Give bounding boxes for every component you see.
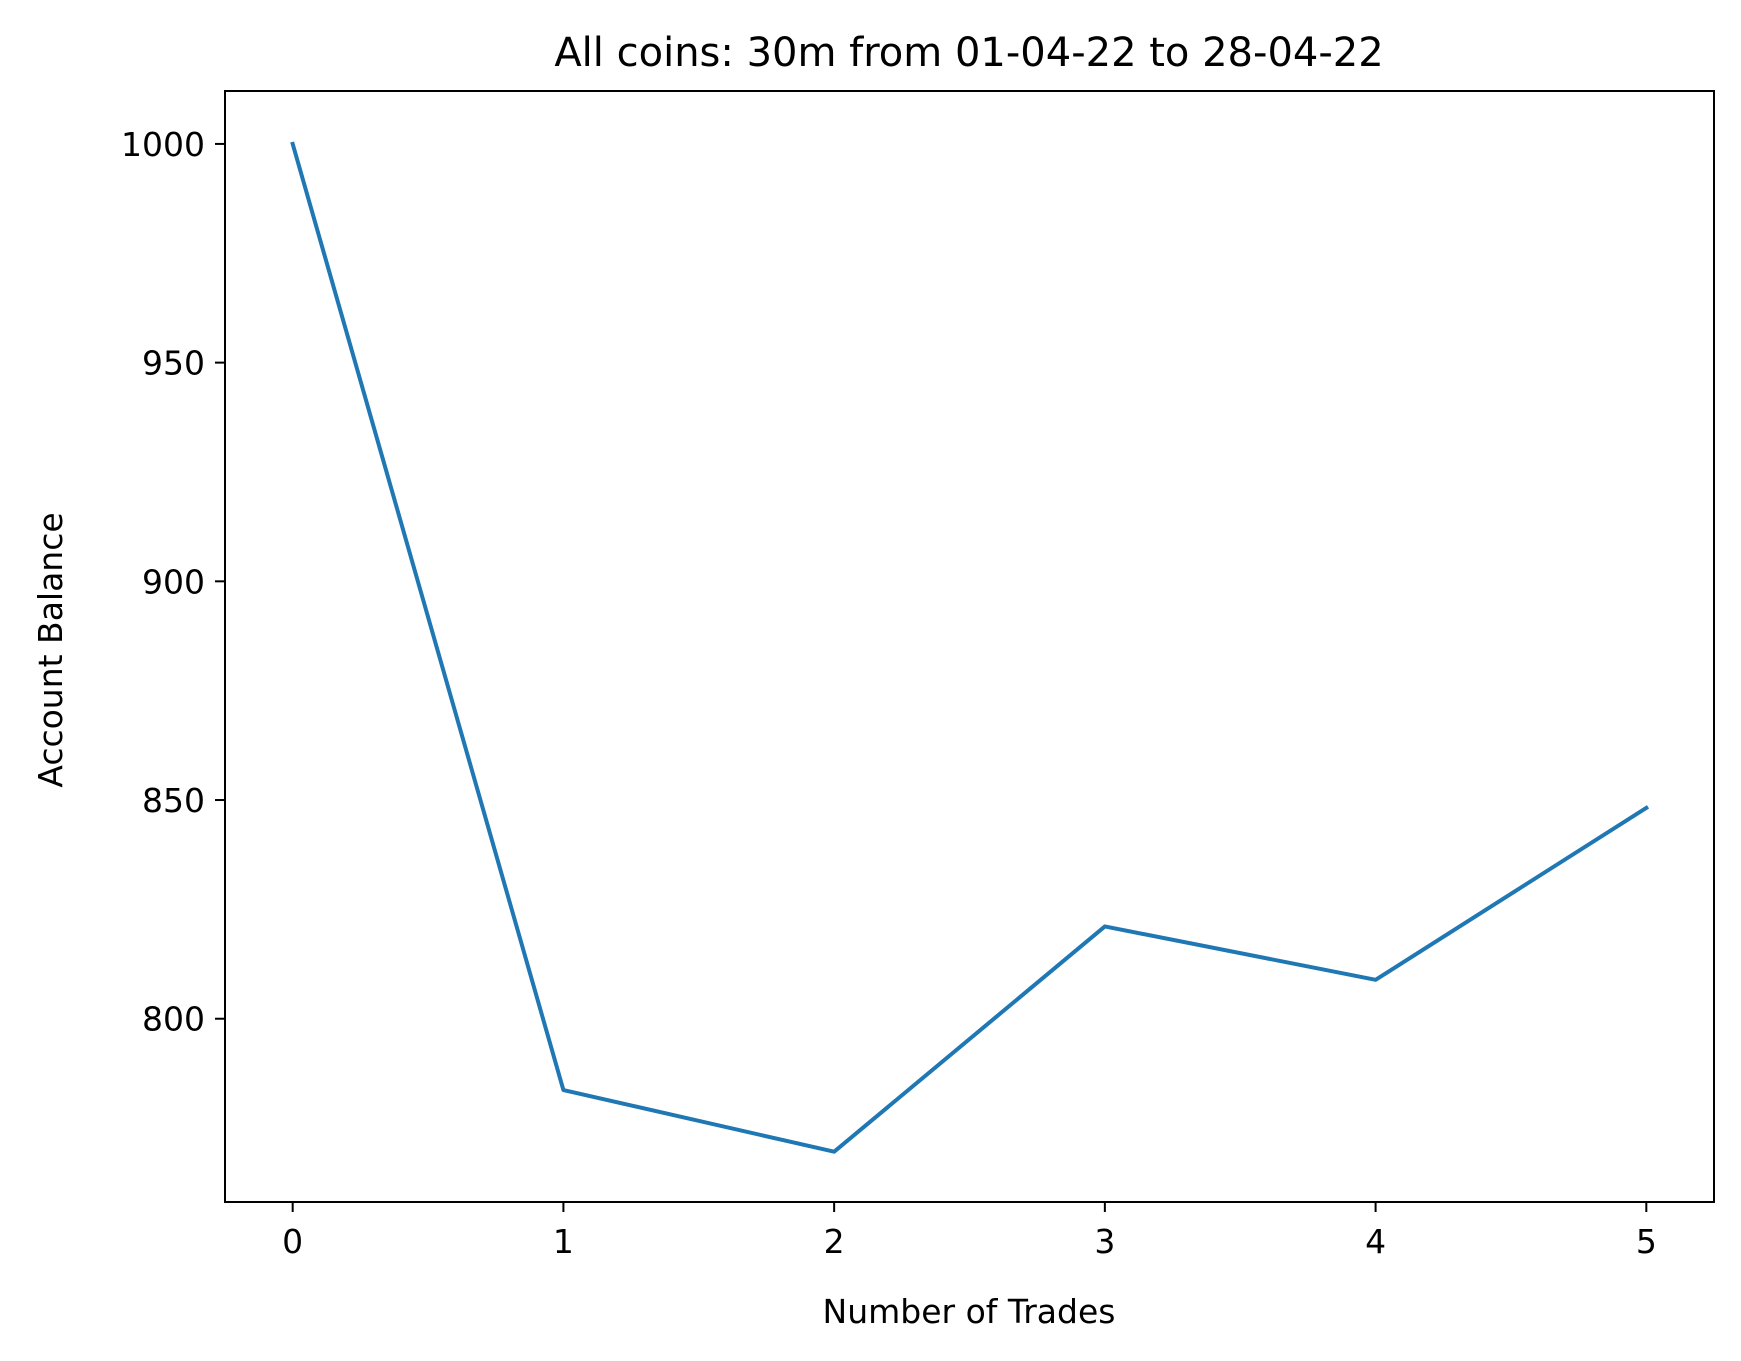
- x-tick-label-1: 1: [553, 1222, 574, 1261]
- x-tick-label-4: 4: [1365, 1222, 1386, 1261]
- plot-area: [290, 141, 1650, 1154]
- y-tick-label-3: 950: [142, 344, 205, 383]
- y-axis-label: Account Balance: [31, 512, 70, 787]
- y-tick-label-4: 1000: [121, 125, 205, 164]
- y-tick-label-2: 900: [142, 562, 205, 601]
- chart-title: All coins: 30m from 01-04-22 to 28-04-22: [554, 30, 1383, 76]
- x-tick-label-5: 5: [1636, 1222, 1657, 1261]
- y-tick-label-0: 800: [142, 1000, 205, 1039]
- x-axis-label: Number of Trades: [823, 1292, 1116, 1331]
- x-tick-label-0: 0: [282, 1222, 303, 1261]
- x-tick-label-3: 3: [1094, 1222, 1115, 1261]
- y-axis: 800 850 900 950 1000: [121, 125, 225, 1039]
- x-axis: 0 1 2 3 4 5: [282, 1202, 1657, 1261]
- x-tick-label-2: 2: [824, 1222, 845, 1261]
- series-line-0: [290, 141, 1650, 1154]
- y-tick-label-1: 850: [142, 781, 205, 820]
- axes-frame: [224, 90, 1715, 1203]
